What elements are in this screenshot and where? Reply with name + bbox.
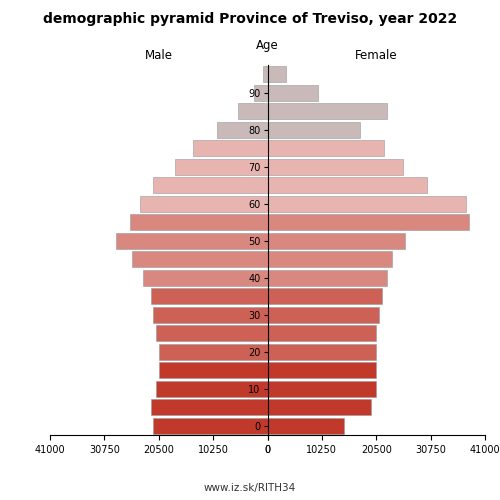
Bar bbox=[151, 288, 268, 304]
Bar bbox=[130, 214, 268, 230]
Bar bbox=[116, 233, 268, 248]
Text: www.iz.sk/RITH34: www.iz.sk/RITH34 bbox=[204, 482, 296, 492]
Bar bbox=[268, 140, 384, 156]
Bar bbox=[268, 159, 403, 174]
Bar bbox=[156, 326, 268, 341]
Bar bbox=[268, 362, 376, 378]
Bar bbox=[268, 85, 318, 100]
Bar bbox=[174, 159, 268, 174]
Bar bbox=[159, 362, 268, 378]
Bar bbox=[154, 178, 268, 193]
Bar bbox=[268, 122, 360, 138]
Bar bbox=[159, 344, 268, 360]
Bar bbox=[154, 307, 268, 322]
Bar bbox=[268, 178, 426, 193]
Bar bbox=[268, 196, 466, 212]
Bar bbox=[254, 85, 268, 100]
Bar bbox=[132, 252, 268, 267]
Bar bbox=[268, 288, 382, 304]
Bar bbox=[264, 66, 268, 82]
Bar bbox=[217, 122, 268, 138]
Bar bbox=[268, 381, 376, 396]
Text: Age: Age bbox=[256, 40, 279, 52]
Title: Female: Female bbox=[355, 50, 398, 62]
Bar bbox=[151, 400, 268, 415]
Bar bbox=[143, 270, 268, 285]
Bar bbox=[156, 381, 268, 396]
Bar bbox=[268, 214, 469, 230]
Bar bbox=[154, 418, 268, 434]
Bar bbox=[268, 233, 406, 248]
Bar bbox=[268, 66, 286, 82]
Bar bbox=[268, 326, 376, 341]
Text: demographic pyramid Province of Treviso, year 2022: demographic pyramid Province of Treviso,… bbox=[43, 12, 457, 26]
Bar bbox=[268, 270, 387, 285]
Bar bbox=[268, 344, 376, 360]
Bar bbox=[140, 196, 268, 212]
Bar bbox=[268, 104, 387, 119]
Title: Male: Male bbox=[145, 50, 173, 62]
Bar bbox=[238, 104, 268, 119]
Bar bbox=[268, 252, 392, 267]
Bar bbox=[268, 400, 371, 415]
Bar bbox=[268, 418, 344, 434]
Bar bbox=[193, 140, 268, 156]
Bar bbox=[268, 307, 379, 322]
